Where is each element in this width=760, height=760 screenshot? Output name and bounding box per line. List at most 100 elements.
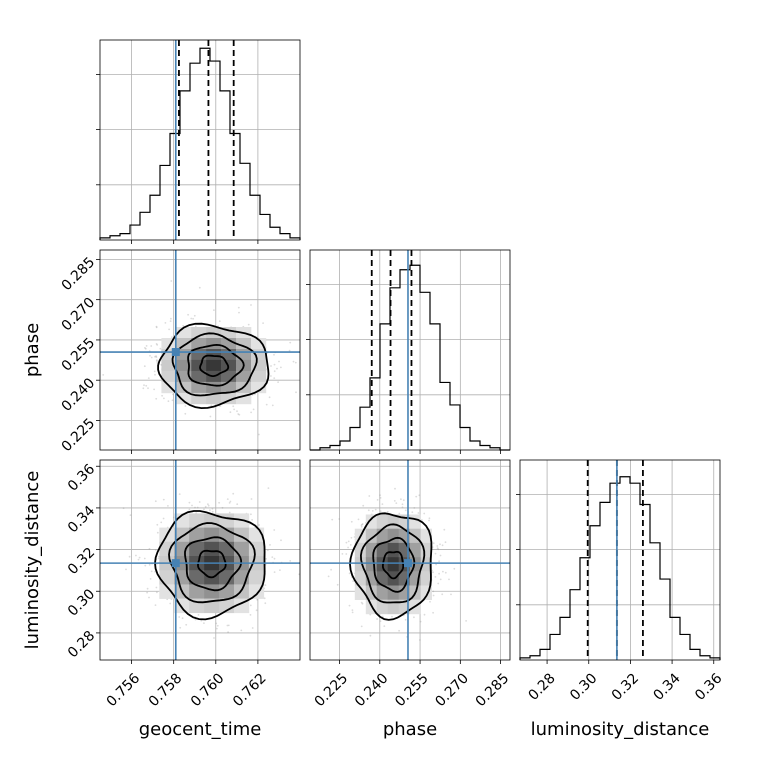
sample-point [448,578,450,581]
sample-point [150,356,153,359]
sample-point [129,514,132,516]
sample-point [394,487,396,490]
sample-point [145,384,148,387]
sample-point [411,511,414,514]
sample-point [398,512,401,515]
density-cell [365,528,378,544]
sample-point [182,324,185,327]
sample-point [154,604,157,606]
sample-point [265,403,268,406]
contour-level-1 [187,343,245,387]
sample-point [215,622,218,625]
sample-point [154,570,157,573]
sample-point [360,525,363,528]
sample-point [148,547,151,550]
histogram-phase [310,264,510,451]
sample-point [404,618,407,621]
sample-point [144,347,146,349]
sample-point [155,326,158,329]
axes-frame [99,249,301,451]
sample-point [226,624,229,627]
density-cell [365,514,378,529]
sample-point [155,397,158,400]
density-cell [387,557,399,572]
truth-marker [403,559,412,568]
x-tick-label-phase: 0.225 [312,670,352,710]
density-cell [191,392,207,405]
density-cell [376,585,388,600]
sample-point [273,363,276,366]
sample-point [276,367,278,370]
sample-point [439,543,441,546]
sample-point [154,355,156,358]
sample-point [381,615,384,618]
truth-marker [171,348,180,357]
density-cell [376,514,388,529]
x-axis-label-geocent_time: geocent_time [139,719,262,740]
sample-point [213,637,215,639]
sample-point [226,498,229,500]
sample-point [264,584,267,586]
contour-level-3 [349,512,433,621]
sample-point [404,509,407,512]
sample-point [256,598,259,601]
sample-point [441,593,444,596]
density-cell [159,541,175,557]
sample-point [209,509,211,511]
sample-point [265,558,267,560]
sample-point [122,507,125,510]
axes-frame [99,459,301,661]
sample-point [161,394,164,397]
sample-point [379,494,381,497]
density-cell [174,513,190,528]
sample-point [289,560,292,562]
sample-point [237,306,240,309]
density-cell [221,327,237,339]
x-tick-label-luminosity_distance: 0.34 [650,670,683,703]
sample-point [264,602,267,605]
density-cell [191,381,207,394]
sample-point [236,410,238,413]
sample-point [237,413,240,415]
sample-point [232,405,235,408]
y-tick-label-phase: 0.240 [59,375,99,415]
sample-point [379,510,382,512]
sample-point [167,400,170,403]
sample-point [172,393,174,396]
sample-point [155,586,158,589]
density-cell [398,528,410,544]
sample-point [294,361,297,364]
sample-point [251,519,254,521]
density-cell [409,542,421,558]
sample-point [432,611,434,614]
sample-point [155,355,158,357]
sample-point [207,504,210,507]
x-tick-label-geocent_time: 0.758 [146,670,186,710]
density-cell [236,338,252,350]
sample-point [164,322,167,324]
sample-point [218,320,221,323]
scatter-panel-geocent_time-luminosity_distance [99,459,301,661]
density-cell [365,557,378,572]
sample-point [362,504,365,507]
sample-point [149,578,152,580]
density-cell [376,599,388,615]
sample-point [432,594,435,597]
sample-point [413,507,416,509]
density-cell [219,570,235,585]
sample-point [336,583,339,586]
sample-point [391,615,393,618]
sample-point [171,336,173,338]
sample-point [423,512,426,515]
density-cell [236,349,252,361]
sample-point [351,611,354,614]
density-cell [191,359,207,372]
sample-point [441,544,444,547]
sample-point [258,433,260,436]
sample-point [376,499,379,501]
sample-point [361,602,364,605]
sample-point [194,618,197,621]
sample-point [147,387,149,390]
sample-point [400,498,402,501]
density-cell [221,370,237,383]
